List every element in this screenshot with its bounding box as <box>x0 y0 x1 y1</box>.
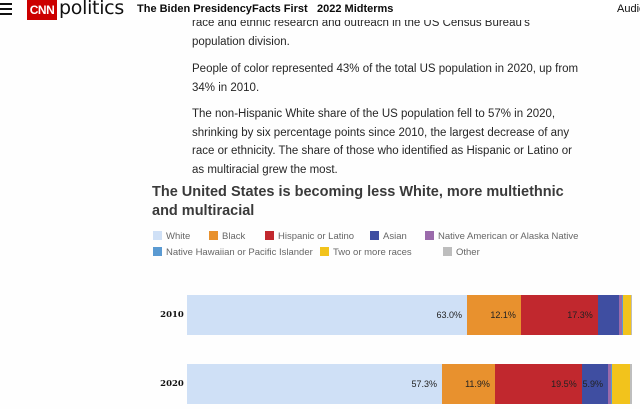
legend-swatch <box>265 231 274 240</box>
bar-segment: 5.9% <box>581 364 608 404</box>
legend-label: Native Hawaiian or Pacific Islander <box>166 247 313 258</box>
bar-segment <box>611 364 630 404</box>
bar-segment <box>631 295 632 335</box>
legend-label: Two or more races <box>333 247 412 258</box>
bar-segment: 11.9% <box>441 364 495 404</box>
legend-swatch <box>153 247 162 256</box>
legend-label: Black <box>222 231 246 242</box>
legend-swatch <box>443 247 452 256</box>
legend-swatch <box>153 231 162 240</box>
legend-swatch <box>320 247 329 256</box>
bar-segment: 57.3% <box>187 364 442 404</box>
legend-item: Native Hawaiian or Pacific Islander <box>153 247 313 259</box>
data-label: 12.1% <box>490 310 516 320</box>
chart-title: The United States is becoming less White… <box>152 184 564 219</box>
legend-item: Asian <box>370 231 407 243</box>
data-label: 11.9% <box>465 379 490 389</box>
data-label: 19.5% <box>551 379 577 389</box>
top-navigation: CNN politics The Biden Presidency Facts … <box>0 0 640 20</box>
article-paragraph: People of color represented 43% of the t… <box>192 63 579 94</box>
legend-label: Hispanic or Latino <box>278 231 355 242</box>
bar-segment <box>621 295 623 335</box>
bar-segment <box>622 295 632 335</box>
bar-row: 57.3% 11.9% 19.5% 5.9% <box>187 364 632 404</box>
legend-item: Black <box>209 231 245 243</box>
bar-segment: 19.5% <box>494 364 582 404</box>
legend-item: Hispanic or Latino <box>265 231 354 243</box>
legend-label: Asian <box>383 231 407 242</box>
cnn-logo[interactable]: CNN <box>27 0 57 20</box>
legend-label: White <box>166 231 191 242</box>
year-label: 2020 <box>160 379 184 389</box>
nav-link-2022-midterms[interactable]: 2022 Midterms <box>317 3 394 15</box>
nav-link-biden-presidency[interactable]: The Biden Presidency <box>137 3 252 15</box>
legend-label: Other <box>456 247 480 258</box>
data-label: 57.3% <box>411 379 437 389</box>
bar-segment: 63.0% <box>187 295 468 335</box>
year-label: 2010 <box>160 310 184 320</box>
legend-swatch <box>209 231 218 240</box>
legend-swatch <box>425 231 434 240</box>
politics-logo-text[interactable]: politics <box>59 0 124 19</box>
bar-segment <box>607 364 611 404</box>
data-label: 17.3% <box>567 310 593 320</box>
bar-segment <box>618 295 622 335</box>
bar-segment <box>610 364 612 404</box>
article-paragraph: race and ethnic research and outreach in… <box>192 17 530 48</box>
bar-segment: 17.3% <box>520 295 598 335</box>
legend-item: Native American or Alaska Native <box>425 231 578 243</box>
hamburger-menu-icon[interactable] <box>0 3 12 17</box>
bar-segment: 12.1% <box>467 295 521 335</box>
bar-row: 63.0% 12.1% 17.3% <box>187 295 632 335</box>
legend-item: Two or more races <box>320 247 412 259</box>
article-paragraph: The non-Hispanic White share of the US p… <box>192 108 572 176</box>
bar-segment <box>597 295 619 335</box>
nav-link-audio[interactable]: Audio <box>617 3 640 15</box>
legend-label: Native American or Alaska Native <box>438 231 579 242</box>
legend-item: White <box>153 231 190 243</box>
data-label: 63.0% <box>436 310 463 320</box>
nav-link-facts-first[interactable]: Facts First <box>252 3 308 15</box>
data-label: 5.9% <box>582 379 603 389</box>
legend-swatch <box>370 231 379 240</box>
bar-segment <box>629 364 632 404</box>
legend-item: Other <box>443 247 480 259</box>
